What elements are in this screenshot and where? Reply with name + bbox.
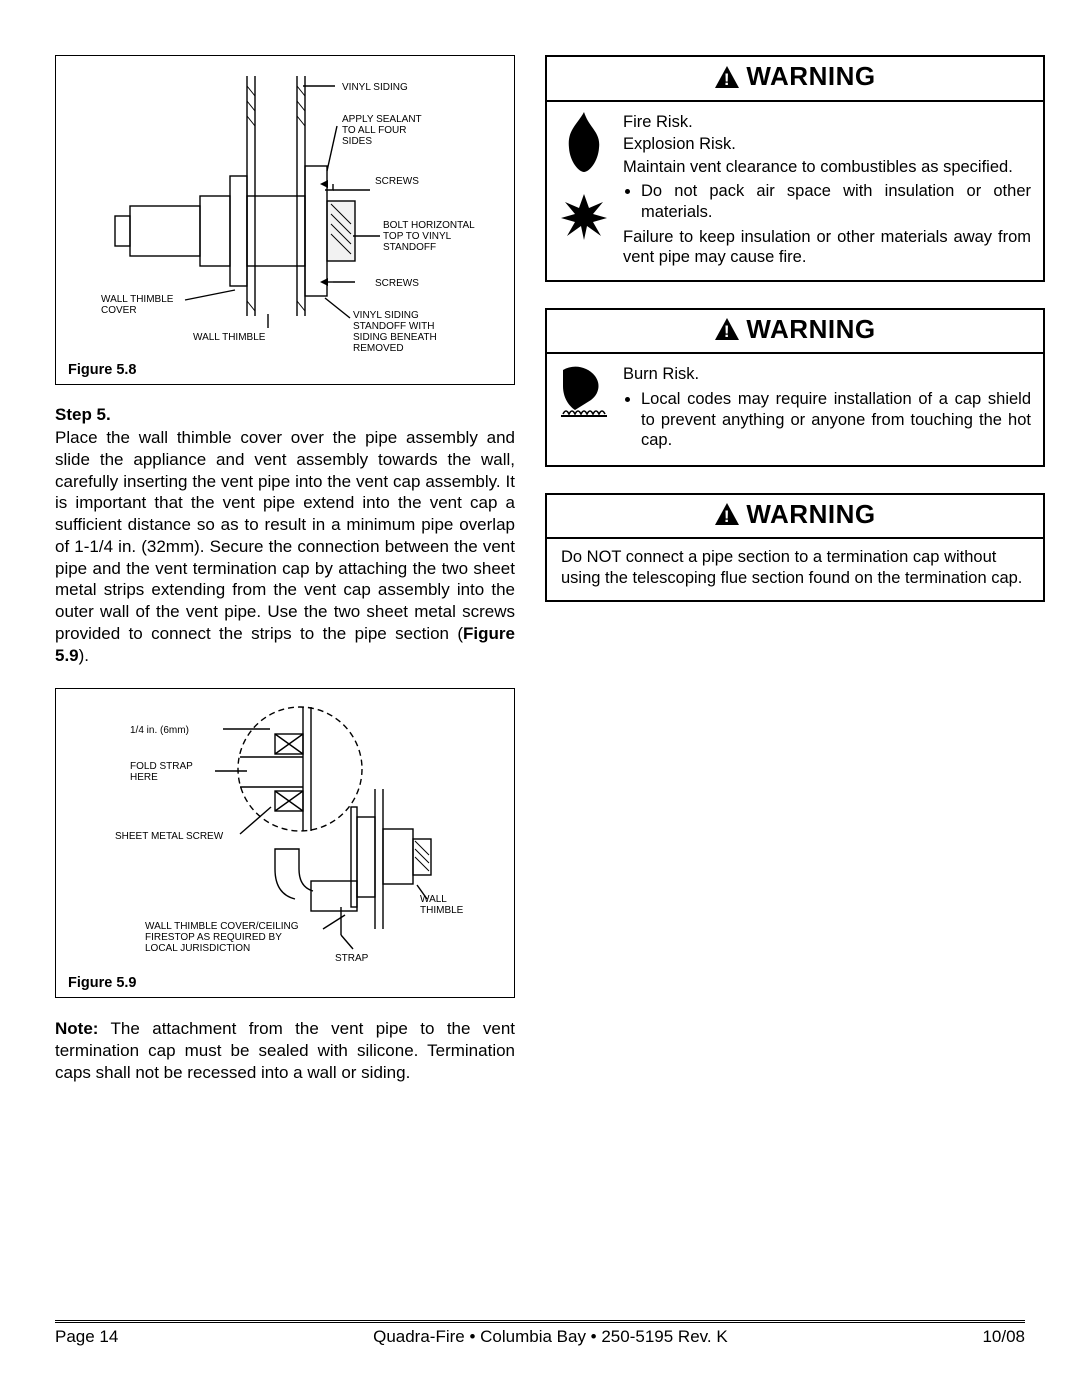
svg-text:SCREWS: SCREWS <box>375 278 419 289</box>
warning-icons <box>557 362 611 455</box>
figure-5-9-caption: Figure 5.9 <box>68 975 502 991</box>
warning-header: ! WARNING <box>547 57 1043 102</box>
figure-5-8-diagram: VINYL SIDING APPLY SEALANTTO ALL FOURSID… <box>75 66 495 356</box>
step-5-body: Place the wall thimble cover over the pi… <box>55 428 515 643</box>
svg-text:WALLTHIMBLE: WALLTHIMBLE <box>420 894 464 916</box>
figure-5-8-caption: Figure 5.8 <box>68 362 502 378</box>
note-body: The attachment from the vent pipe to the… <box>55 1019 515 1082</box>
figure-5-9-diagram: 1/4 in. (6mm) FOLD STRAPHERE SHEET METAL… <box>75 699 495 969</box>
svg-text:VINYL SIDINGSTANDOFF WITHSIDIN: VINYL SIDINGSTANDOFF WITHSIDING BENEATHR… <box>353 310 437 354</box>
svg-text:STRAP: STRAP <box>335 953 369 964</box>
warning-1-text: Fire Risk. Explosion Risk. Maintain vent… <box>623 110 1031 270</box>
warn1-l1: Fire Risk. <box>623 112 1031 133</box>
right-column: ! WARNING Fire Risk. Explosion Risk. Mai… <box>545 55 1045 1084</box>
svg-text:FOLD STRAPHERE: FOLD STRAPHERE <box>130 761 193 783</box>
warn1-l4: Failure to keep insulation or other mate… <box>623 227 1031 268</box>
figure-5-8: VINYL SIDING APPLY SEALANTTO ALL FOURSID… <box>55 55 515 385</box>
step-5-heading: Step 5. <box>55 405 515 425</box>
warn1-l3: Maintain vent clearance to combustibles … <box>623 157 1031 178</box>
step-5-text: Place the wall thimble cover over the pi… <box>55 427 515 666</box>
svg-text:VINYL SIDING: VINYL SIDING <box>342 82 408 93</box>
warn1-b1: Do not pack air space with insulation or… <box>641 181 1031 222</box>
footer-page: Page 14 <box>55 1327 118 1347</box>
warning-2-text: Burn Risk. Local codes may require insta… <box>623 362 1031 455</box>
warning-box-termination: ! WARNING Do NOT connect a pipe section … <box>545 493 1045 602</box>
warning-label: WARNING <box>746 61 875 92</box>
warning-box-burn: ! WARNING Burn Risk. Local code <box>545 308 1045 467</box>
explosion-icon <box>559 192 609 242</box>
svg-text:SHEET METAL SCREW: SHEET METAL SCREW <box>115 831 224 842</box>
svg-text:1/4 in. (6mm): 1/4 in. (6mm) <box>130 725 189 736</box>
note-text: Note: The attachment from the vent pipe … <box>55 1018 515 1083</box>
svg-text:WALL THIMBLE: WALL THIMBLE <box>193 332 266 343</box>
svg-text:WALL THIMBLECOVER: WALL THIMBLECOVER <box>101 294 174 316</box>
svg-text:!: ! <box>724 70 730 89</box>
warning-3-text: Do NOT connect a pipe section to a termi… <box>547 539 1043 599</box>
svg-text:SCREWS: SCREWS <box>375 176 419 187</box>
left-column: VINYL SIDING APPLY SEALANTTO ALL FOURSID… <box>55 55 515 1084</box>
svg-text:!: ! <box>724 507 730 526</box>
warning-triangle-icon: ! <box>714 317 740 341</box>
footer-center: Quadra-Fire • Columbia Bay • 250-5195 Re… <box>373 1327 728 1347</box>
figure-5-9: 1/4 in. (6mm) FOLD STRAPHERE SHEET METAL… <box>55 688 515 998</box>
note-prefix: Note: <box>55 1019 98 1038</box>
warn2-b1: Local codes may require installation of … <box>641 389 1031 451</box>
warn2-l1: Burn Risk. <box>623 364 1031 385</box>
footer-date: 10/08 <box>982 1327 1025 1347</box>
warning-box-fire: ! WARNING Fire Risk. Explosion Risk. Mai… <box>545 55 1045 282</box>
warning-triangle-icon: ! <box>714 502 740 526</box>
warning-label: WARNING <box>746 314 875 345</box>
svg-text:BOLT HORIZONTALTOP TO VINYLSTA: BOLT HORIZONTALTOP TO VINYLSTANDOFF <box>383 220 475 253</box>
step-5-end: ). <box>79 646 89 665</box>
warning-header: ! WARNING <box>547 495 1043 540</box>
svg-text:!: ! <box>724 322 730 341</box>
flame-icon <box>559 110 609 176</box>
warning-icons <box>557 110 611 270</box>
page-content: VINYL SIDING APPLY SEALANTTO ALL FOURSID… <box>0 0 1080 1084</box>
svg-text:APPLY SEALANTTO ALL FOURSIDES: APPLY SEALANTTO ALL FOURSIDES <box>342 114 422 147</box>
warning-triangle-icon: ! <box>714 65 740 89</box>
warning-label: WARNING <box>746 499 875 530</box>
svg-text:WALL THIMBLE COVER/CEILINGFIRE: WALL THIMBLE COVER/CEILINGFIRESTOP AS RE… <box>145 921 299 954</box>
page-footer: Page 14 Quadra-Fire • Columbia Bay • 250… <box>55 1320 1025 1347</box>
hot-surface-icon <box>557 362 611 418</box>
warn1-l2: Explosion Risk. <box>623 134 1031 155</box>
warning-header: ! WARNING <box>547 310 1043 355</box>
